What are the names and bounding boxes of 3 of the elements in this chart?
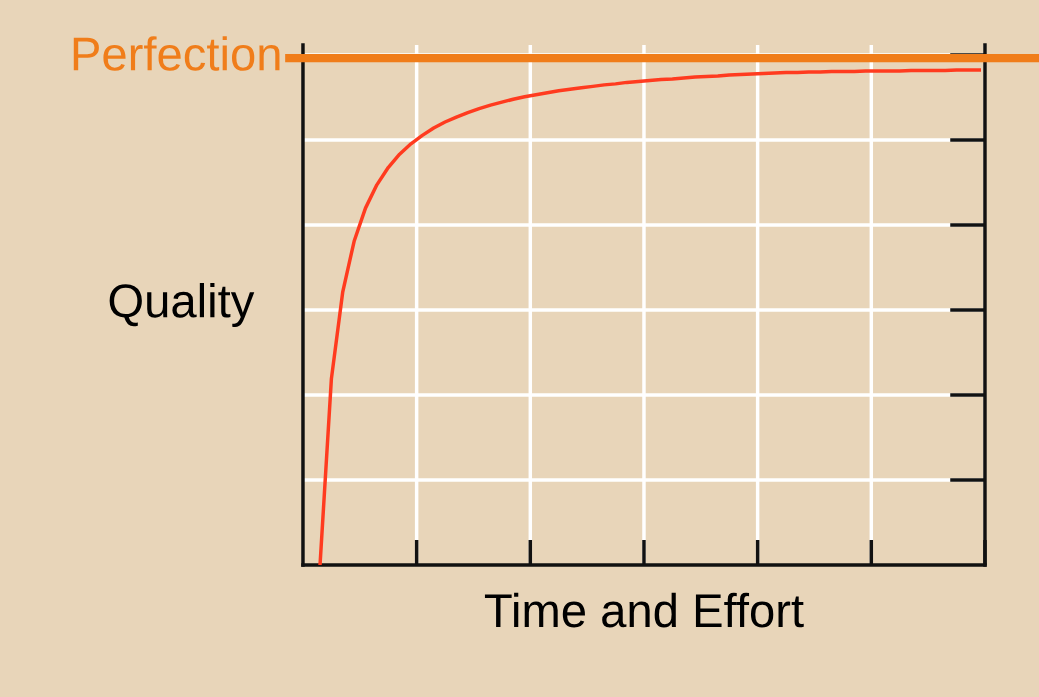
- ref-line-label: Perfection: [73, 36, 280, 71]
- x-axis-title: Time and Effort: [484, 592, 804, 628]
- y-axis-title: Quality: [109, 283, 255, 328]
